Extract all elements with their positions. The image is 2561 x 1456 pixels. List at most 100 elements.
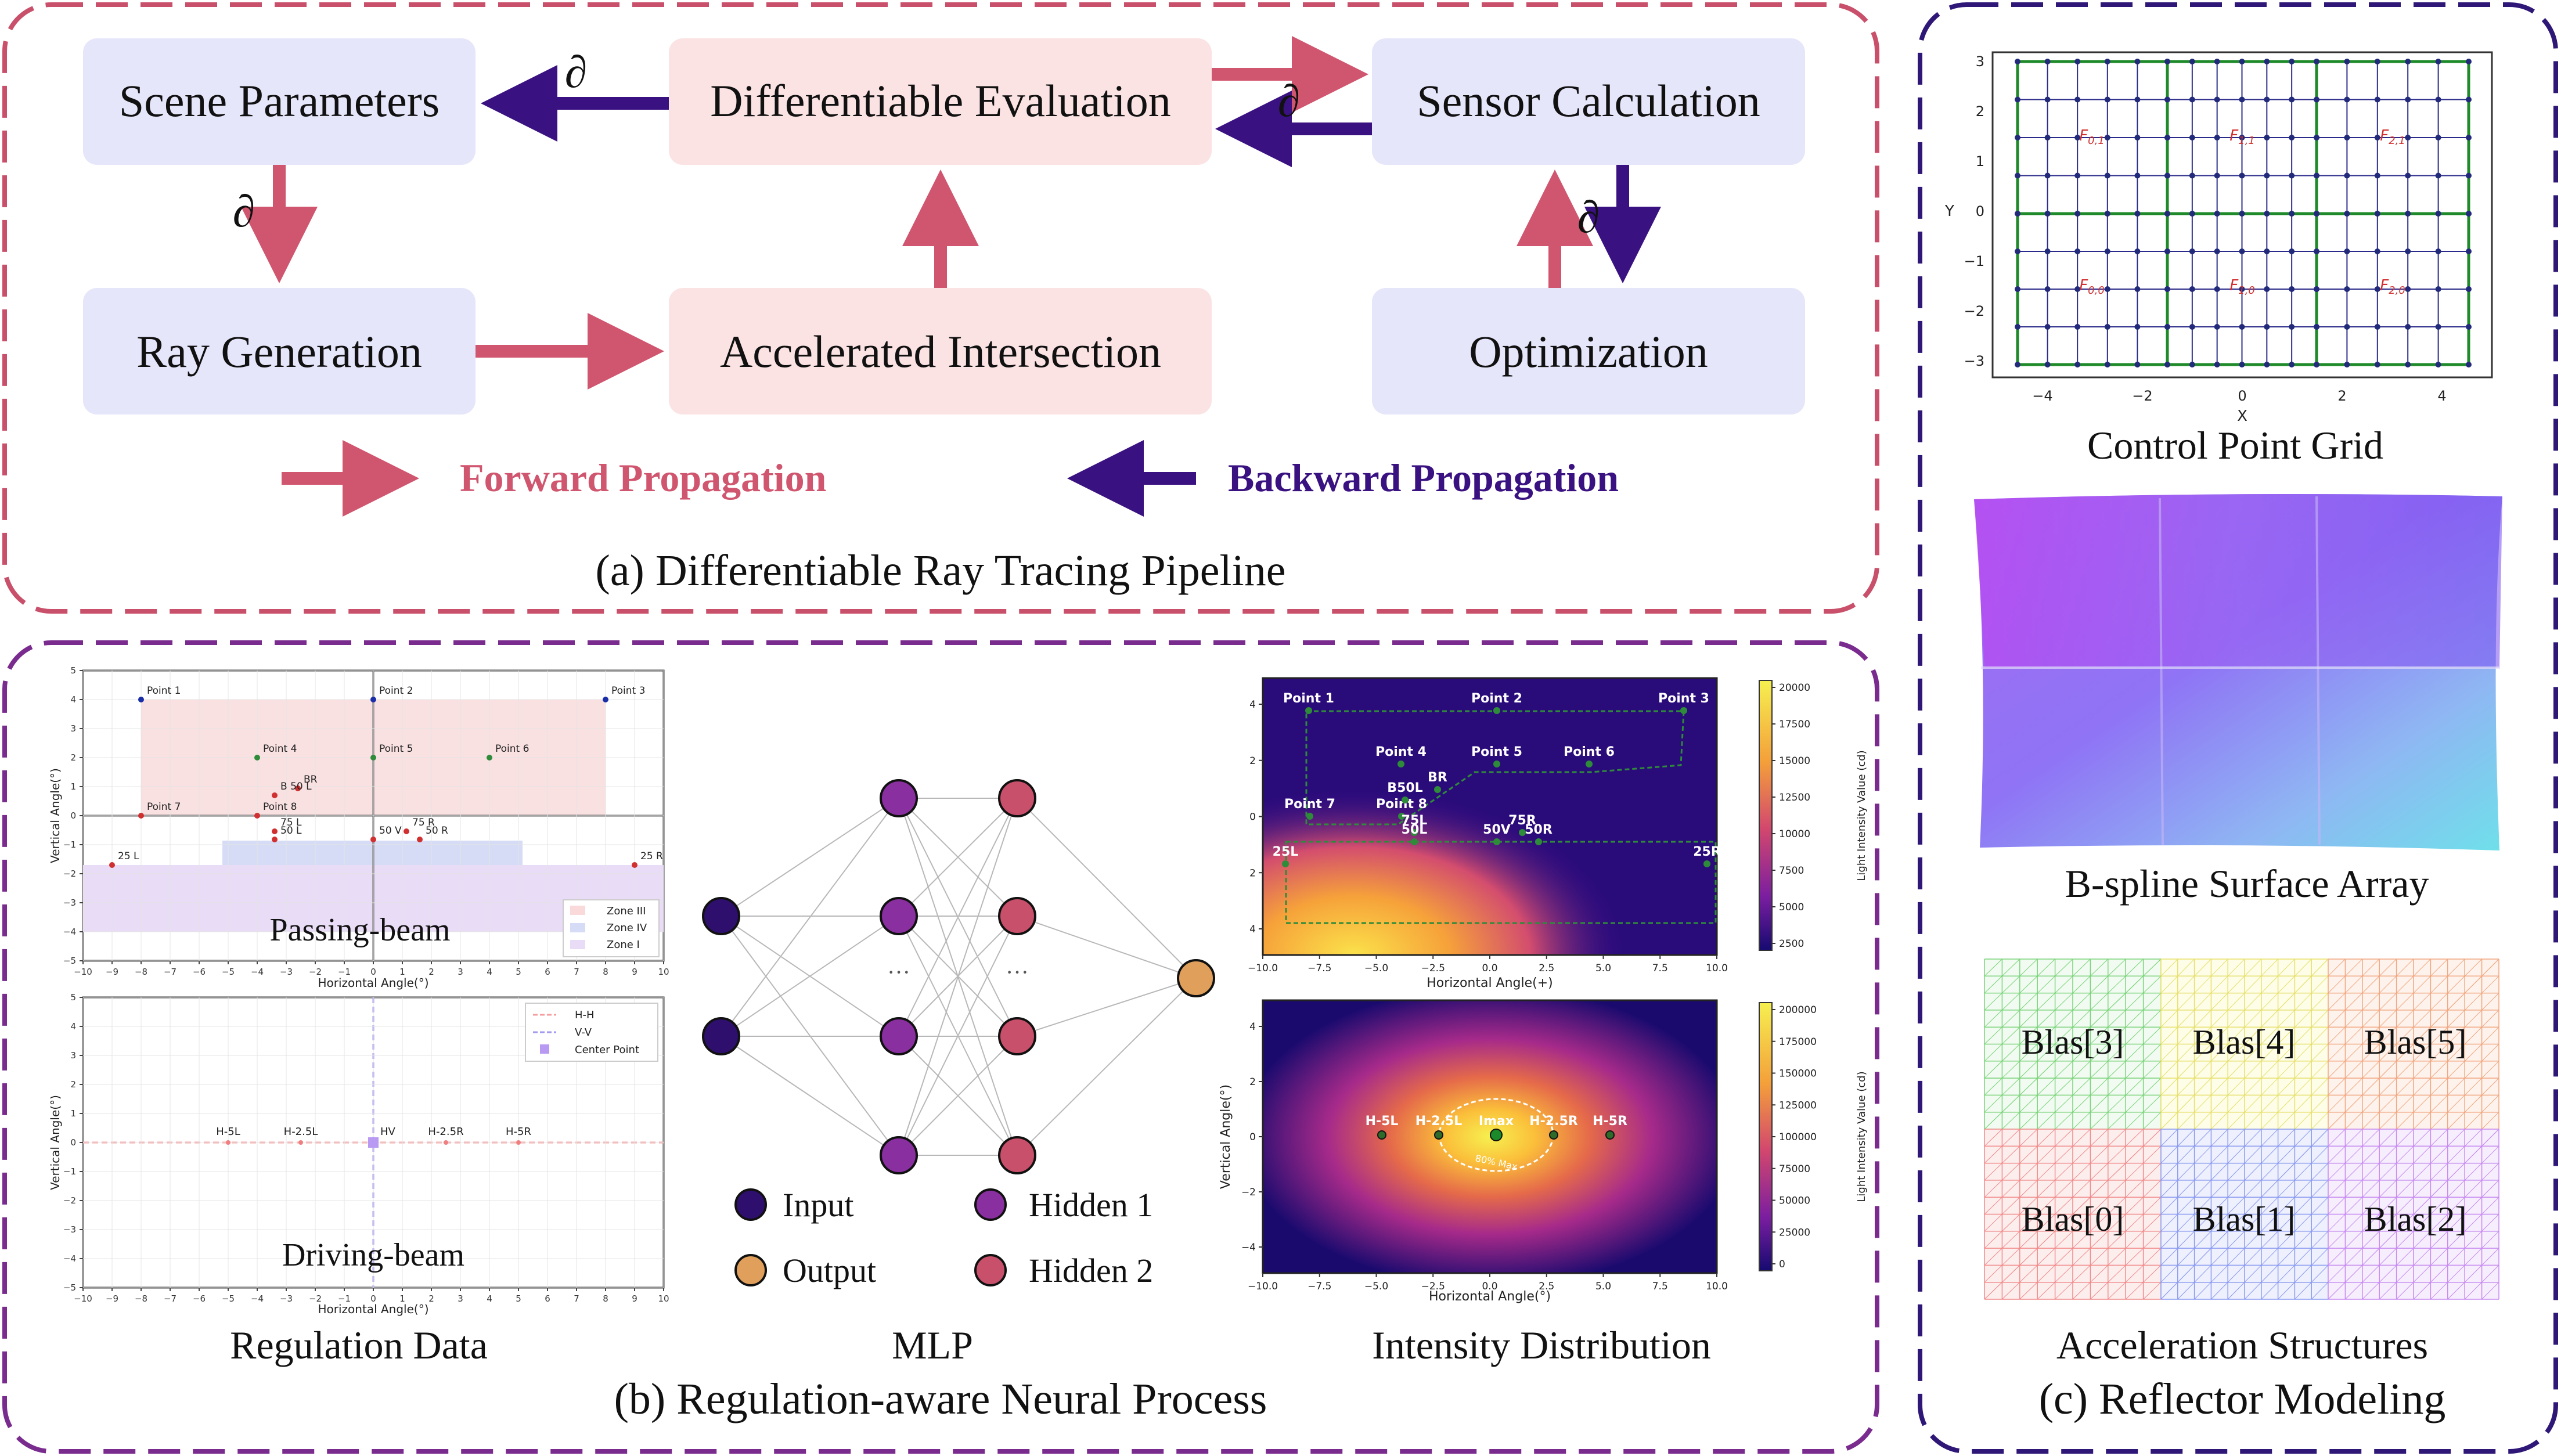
control-point (2374, 324, 2380, 330)
legend-swatch (570, 906, 585, 915)
mlp-nodes (702, 779, 1215, 1174)
control-point (2044, 96, 2051, 103)
point-label: H-5L (1366, 1114, 1399, 1129)
mlp-edge (898, 1036, 1018, 1156)
mesh-diag (2311, 1112, 2329, 1130)
mesh-diag (2328, 1129, 2346, 1147)
passing-beam-plot: −10 −9 −8 −7 −6 −5 −4 −3 −2 −1 0 1 2 3 4 5 6 7 8 9 10543210−… (48, 665, 669, 990)
x-tick-label: 4 (487, 967, 492, 977)
x-tick-label: −4 (251, 1293, 264, 1304)
mesh-diag (2072, 1214, 2162, 1300)
x-tick-label: 1 (399, 1293, 405, 1304)
point-label: 25L (1273, 845, 1299, 859)
x-tick-label: 3 (458, 967, 463, 977)
control-point (2289, 248, 2295, 254)
legend-hidden2-label: Hidden 2 (1029, 1252, 1153, 1289)
control-point (2189, 362, 2195, 367)
measurement-point (1490, 1129, 1503, 1141)
regulation-point (417, 837, 423, 842)
x-tick-label: 2 (428, 967, 434, 977)
control-point (2214, 362, 2220, 367)
measurement-point (1306, 813, 1313, 820)
colorbar-tick-label: 20000 (1779, 682, 1810, 694)
x-tick-label: −7.5 (1307, 1281, 1331, 1292)
regulation-point (295, 785, 301, 791)
control-point (2314, 362, 2319, 367)
control-point (2405, 135, 2411, 140)
control-point (2044, 59, 2051, 64)
panel-a-caption: (a) Differentiable Ray Tracing Pipeline (596, 546, 1286, 595)
patch-label: F0,1 (2079, 127, 2105, 147)
x-tick-label: −5 (222, 1293, 235, 1304)
point-label: Point 7 (147, 801, 181, 813)
mesh-diag (2002, 975, 2162, 1130)
mesh-diag (2345, 1145, 2499, 1300)
control-point (2405, 172, 2411, 179)
measurement-point (1398, 813, 1405, 820)
control-point (2015, 286, 2020, 292)
control-point (2015, 362, 2020, 367)
control-point (2466, 96, 2472, 103)
x-tick-label: −1 (338, 967, 351, 977)
mesh-diag (2143, 1282, 2162, 1300)
control-point (2134, 286, 2141, 292)
mlp-edges (721, 798, 1197, 1156)
y-tick-label: 0 (70, 810, 76, 821)
control-point (2134, 362, 2141, 367)
control-point (2074, 362, 2081, 367)
y-tick-label: 1 (70, 781, 76, 792)
center-point (368, 1137, 379, 1148)
y-tick-label: 2 (70, 1079, 76, 1090)
x-tick-label: 5 (516, 1293, 521, 1304)
y-tick-label: 4 (70, 694, 76, 705)
control-point (2104, 135, 2110, 140)
mlp-node (1177, 959, 1215, 997)
colorbar-label: Light Intensity Value (cd) (1856, 750, 1868, 881)
mesh-diag (2160, 958, 2211, 1011)
mesh-diag (2328, 1129, 2431, 1232)
y-tick-label: 3 (70, 723, 76, 734)
control-point (2189, 248, 2195, 254)
x-tick-label: −10 (74, 967, 92, 977)
measurement-point (1411, 829, 1418, 836)
panel-c-frame (1918, 2, 2558, 1454)
x-tick-label: −2.5 (1421, 1281, 1445, 1292)
x-tick-label: −2.5 (1421, 963, 1445, 974)
regulation-point (444, 1140, 448, 1145)
x-axis-label: Horizontal Angle(°) (318, 976, 429, 990)
measurement-point (1493, 761, 1500, 767)
partial-symbol: ∂ (565, 46, 588, 97)
control-point (2134, 324, 2141, 330)
control-point (2466, 324, 2472, 330)
y-tick-label: 3 (1976, 53, 1984, 70)
mesh-diag (2108, 1248, 2162, 1300)
colorbar-tick-label: 5000 (1779, 902, 1804, 913)
x-tick-label: −9 (106, 967, 118, 977)
colorbar-tick-label: 125000 (1779, 1100, 1817, 1111)
control-point (2466, 248, 2472, 254)
control-point (2104, 362, 2110, 367)
point-label: Point 6 (495, 743, 529, 755)
control-point (2074, 248, 2081, 254)
regulation-point (370, 837, 376, 842)
x-tick-label: −3 (280, 1293, 293, 1304)
zone-outline (1305, 710, 1685, 826)
control-point (2435, 211, 2441, 217)
control-point (2314, 172, 2319, 179)
measurement-point (1493, 838, 1500, 845)
patch-label: F1,1 (2229, 127, 2255, 147)
control-point (2189, 135, 2195, 140)
mesh-diag (2328, 1129, 2380, 1181)
mesh-diag (1984, 1129, 2162, 1300)
control-point (2104, 96, 2110, 103)
control-point (2344, 286, 2350, 292)
mesh-diag (2447, 1248, 2499, 1300)
x-axis-label: Horizontal Angle(°) (318, 1302, 429, 1316)
mesh-diag (2328, 1129, 2414, 1214)
control-point (2466, 135, 2472, 140)
mesh-diag (2160, 958, 2312, 1113)
point-label: Point 7 (1284, 797, 1335, 812)
mesh-diag (2160, 1129, 2329, 1300)
mesh-diag (2244, 1044, 2329, 1130)
control-point (2074, 59, 2081, 64)
